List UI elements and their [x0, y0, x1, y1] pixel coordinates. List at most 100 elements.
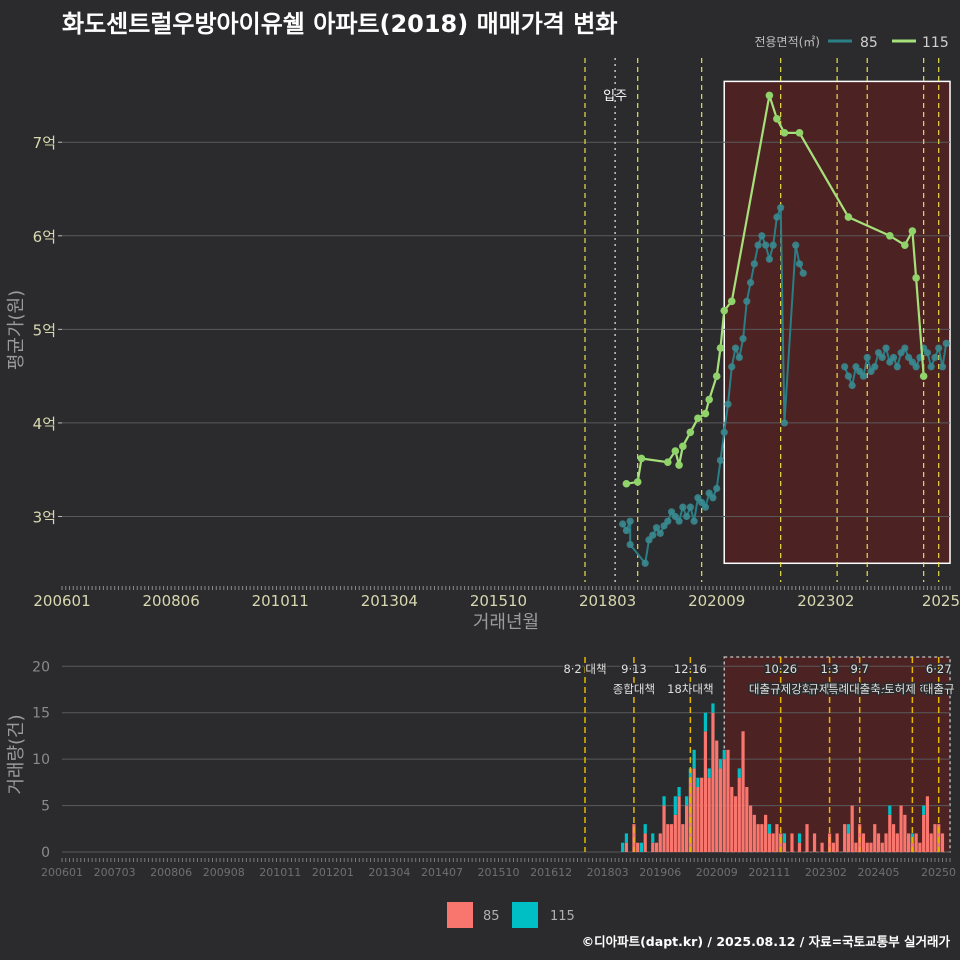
series-85-point — [758, 232, 766, 240]
series-85-point — [664, 517, 672, 525]
volume-x-tick-label: 202302 — [805, 866, 847, 879]
bar-85 — [760, 824, 764, 852]
bar-85 — [752, 814, 756, 852]
series-85-point — [871, 363, 879, 371]
series-85-point — [731, 344, 740, 352]
bar-85 — [820, 842, 824, 852]
policy-label: 12·16 — [674, 662, 707, 676]
bar-115 — [922, 805, 926, 815]
bar-85 — [891, 824, 896, 852]
series-115-point — [637, 454, 646, 463]
policy-label: 종합대책 — [613, 682, 655, 696]
policy-label: 대출규 — [923, 682, 955, 696]
volume-y-axis-title: 거래량(건) — [6, 714, 27, 794]
bar-85 — [700, 777, 704, 852]
series-115-point — [780, 129, 789, 137]
series-115-point — [727, 297, 736, 306]
policy-label: 토허제 해제 — [884, 682, 941, 696]
series-85-point — [690, 517, 698, 525]
volume-x-tick-label: 200908 — [203, 866, 245, 879]
bar-85 — [688, 777, 692, 852]
series-115-point — [844, 213, 853, 221]
bar-85 — [884, 833, 888, 852]
bar-85 — [797, 842, 802, 852]
series-85-point — [762, 241, 770, 249]
bar-85 — [764, 814, 768, 852]
series-85-point — [675, 517, 683, 525]
bar-85 — [812, 833, 817, 852]
bar-85 — [831, 842, 835, 852]
bar-85 — [643, 833, 647, 852]
bar-115 — [621, 842, 625, 852]
series-115-point — [912, 274, 920, 282]
bar-85 — [846, 833, 851, 852]
x-tick-label: 201304 — [361, 592, 418, 610]
series-85-point — [754, 241, 762, 249]
bar-85 — [790, 833, 794, 852]
series-85-point — [626, 517, 634, 525]
bar-85 — [873, 824, 877, 852]
series-115-point — [712, 372, 721, 380]
bar-85 — [662, 805, 666, 852]
bar-85 — [730, 787, 734, 852]
bar-85 — [895, 833, 899, 852]
volume-y-tick-label: 5 — [41, 799, 50, 815]
volume-x-tick-label: 201510 — [477, 866, 519, 879]
series-85-point — [626, 540, 634, 549]
series-85-point — [792, 241, 800, 249]
y-tick-label: 4억 — [33, 415, 56, 433]
series-115-point — [716, 344, 725, 352]
series-85-point — [641, 559, 649, 567]
y-tick-label: 3억 — [33, 509, 56, 527]
bar-85 — [880, 842, 884, 852]
series-85-point — [912, 363, 920, 371]
bar-85 — [685, 805, 689, 852]
series-115-point — [701, 409, 710, 418]
source-footer: ©디아파트(dapt.kr) / 2025.08.12 / 자료=국토교통부 실… — [581, 934, 950, 949]
series-85-point — [882, 344, 890, 352]
series-115-point — [633, 478, 642, 486]
bar-85 — [843, 824, 847, 852]
bar-85 — [748, 805, 753, 852]
bar-115 — [703, 712, 708, 732]
bar-115 — [677, 787, 681, 797]
bar-85 — [876, 833, 881, 852]
bar-115 — [737, 768, 741, 778]
bar-85 — [654, 842, 659, 852]
volume-x-tick-label: 202405 — [858, 866, 900, 879]
bar-85 — [922, 814, 926, 852]
bar-85 — [737, 777, 741, 852]
series-85-point — [679, 503, 687, 511]
bar-85 — [681, 824, 685, 852]
volume-y-tick-label: 0 — [41, 845, 50, 861]
y-tick-label: 7억 — [33, 134, 56, 152]
bar-85 — [933, 824, 937, 852]
policy-label: 9·13 — [621, 662, 647, 676]
series-85-point — [848, 381, 856, 390]
series-115-point — [686, 428, 695, 437]
series-115-point — [675, 461, 683, 469]
series-85-point — [889, 353, 898, 362]
policy-label: 대출규제강화 — [749, 682, 813, 696]
bar-85 — [745, 787, 749, 852]
bar-85 — [715, 740, 719, 852]
series-115-point — [765, 91, 774, 100]
volume-legend-85-swatch — [447, 902, 473, 928]
legend-115-label: 115 — [922, 35, 949, 51]
series-85-point — [728, 363, 736, 371]
series-115-point — [663, 458, 672, 467]
series-85-point — [938, 363, 947, 371]
series-85-point — [686, 503, 694, 511]
bar-85 — [722, 759, 726, 852]
x-tick-label: 2025 — [922, 592, 960, 610]
policy-label: 8·2 대책 — [563, 662, 606, 676]
bar-85 — [726, 749, 730, 852]
bar-85 — [775, 824, 779, 852]
volume-x-tick-label: 201906 — [639, 866, 681, 879]
bar-115 — [797, 833, 802, 843]
volume-x-tick-label: 201407 — [421, 866, 463, 879]
bar-85 — [869, 842, 873, 852]
bar-115 — [643, 824, 647, 834]
bar-85 — [907, 833, 911, 852]
volume-legend-115-swatch — [512, 902, 538, 928]
